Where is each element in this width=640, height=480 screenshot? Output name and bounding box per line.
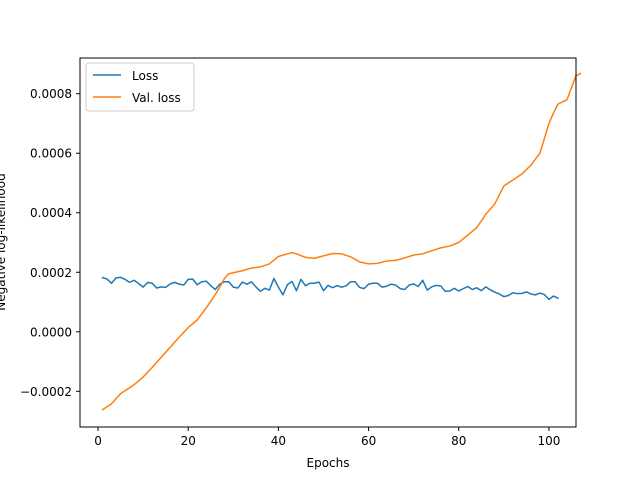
legend: Loss Val. loss	[85, 62, 195, 112]
x-tick-label: 40	[271, 434, 286, 448]
tick-layer: 0 20 40 60 80 100 −0.0002 0.0000 0.0002 0.0004 0.0…	[20, 87, 560, 448]
x-tick-label: 20	[181, 434, 196, 448]
legend-label-loss: Loss	[132, 69, 158, 83]
y-tick-label: −0.0002	[20, 385, 72, 399]
plot-area-frame	[79, 57, 577, 428]
y-axis-label: Negative log-likelihood	[0, 173, 8, 310]
y-tick-label: 0.0002	[30, 266, 72, 280]
y-tick-label: 0.0000	[30, 325, 72, 339]
y-tick-label: 0.0004	[30, 206, 72, 220]
x-tick-label: 100	[537, 434, 560, 448]
series-line-loss	[101, 276, 559, 301]
y-tick-label: 0.0008	[30, 87, 72, 101]
x-axis-label: Epochs	[307, 456, 350, 470]
y-tick-label: 0.0006	[30, 147, 72, 161]
series-layer	[101, 72, 582, 411]
x-tick-label: 60	[361, 434, 376, 448]
x-tick-label: 80	[451, 434, 466, 448]
x-tick-label: 0	[94, 434, 102, 448]
legend-label-val-loss: Val. loss	[132, 91, 181, 105]
series-line-val-loss	[101, 72, 582, 411]
